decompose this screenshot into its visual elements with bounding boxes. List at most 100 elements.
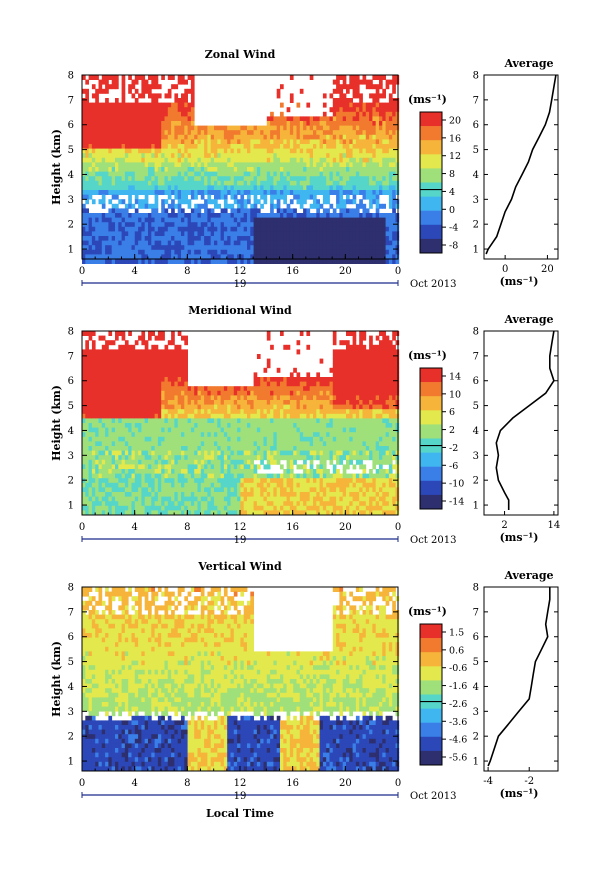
heatmap-cell (210, 482, 215, 488)
heatmap-cell (210, 153, 215, 159)
heatmap-cell (177, 259, 182, 264)
heatmap-cell (131, 144, 136, 149)
heatmap-cell (157, 478, 162, 484)
heatmap-cell (184, 427, 188, 433)
heatmap-cell (210, 505, 215, 511)
heatmap-cell (144, 469, 149, 474)
heatmap-cell (118, 107, 122, 113)
heatmap-cell (207, 510, 212, 516)
heatmap-cell (280, 254, 284, 260)
heatmap-cell (342, 176, 347, 182)
heatmap-cell (108, 153, 113, 159)
heatmap-cell (171, 510, 175, 516)
heatmap-cell (115, 400, 119, 405)
heatmap-cell (382, 153, 386, 159)
heatmap-cell (200, 455, 205, 461)
heatmap-cell (161, 116, 165, 122)
heatmap-cell (286, 134, 291, 140)
heatmap-cell (148, 240, 152, 246)
heatmap-cell (260, 249, 264, 255)
heatmap-cell (303, 121, 307, 126)
heatmap-cell (184, 185, 188, 191)
heatmap-cell (95, 180, 99, 186)
heatmap-cell (187, 231, 192, 237)
heatmap-cell (154, 111, 159, 117)
heatmap-cell (194, 194, 198, 200)
heatmap-cell (276, 185, 281, 191)
heatmap-cell (332, 245, 337, 251)
heatmap-cell (115, 134, 119, 140)
heatmap-cell (194, 236, 198, 241)
heatmap-cell (207, 167, 212, 172)
heatmap-cell (85, 331, 89, 336)
heatmap-cell (306, 236, 311, 241)
heatmap-cell (131, 231, 136, 237)
heatmap-cell (128, 157, 132, 163)
heatmap-cell (128, 217, 132, 223)
heatmap-cell (141, 496, 146, 502)
heatmap-cell (164, 107, 169, 113)
heatmap-cell (243, 139, 248, 145)
heatmap-cell (210, 231, 215, 237)
heatmap-cell (230, 259, 235, 264)
heatmap-cell (95, 139, 99, 145)
heatmap-cell (319, 134, 324, 140)
heatmap-cell (329, 130, 334, 136)
heatmap-cell (164, 459, 169, 465)
heatmap-cell (115, 162, 119, 168)
heatmap-cell (223, 404, 228, 410)
heatmap-cell (141, 102, 146, 108)
heatmap-cell (121, 134, 126, 140)
heatmap-cell (388, 254, 393, 260)
heatmap-cell (174, 139, 179, 145)
heatmap-cell (124, 153, 129, 159)
heatmap-cell (336, 213, 340, 218)
heatmap-cell (365, 116, 370, 122)
heatmap-cell (194, 455, 198, 461)
heatmap-cell (82, 102, 86, 108)
heatmap-cell (220, 446, 225, 451)
heatmap-cell (207, 249, 212, 255)
heatmap-cell (88, 231, 93, 237)
heatmap-cell (124, 167, 129, 172)
heatmap-cell (101, 75, 106, 80)
heatmap-cell (296, 171, 301, 177)
heatmap-cell (266, 249, 271, 255)
heatmap-cell (190, 409, 195, 415)
heatmap-cell (177, 98, 182, 103)
heatmap-cell (134, 432, 139, 438)
heatmap-cell (207, 409, 212, 415)
heatmap-cell (174, 222, 179, 228)
heatmap-cell (204, 148, 208, 154)
heatmap-cell (88, 153, 93, 159)
heatmap-cell (171, 121, 175, 126)
heatmap-cell (181, 148, 185, 154)
heatmap-cell (194, 400, 198, 405)
heatmap-cell (379, 75, 383, 80)
heatmap-cell (283, 213, 287, 218)
heatmap-cell (352, 148, 357, 154)
heatmap-cell (167, 222, 172, 228)
y-tick-label: 6 (68, 120, 74, 131)
heatmap-cell (151, 245, 155, 251)
heatmap-cell (157, 162, 162, 168)
heatmap-cell (385, 116, 390, 122)
heatmap-cell (369, 259, 373, 264)
heatmap-cell (379, 157, 383, 163)
heatmap-cell (230, 492, 235, 497)
heatmap-cell (85, 358, 89, 364)
heatmap-cell (164, 363, 169, 369)
heatmap-cell (141, 413, 146, 419)
heatmap-cell (115, 259, 119, 264)
heatmap-cell (214, 249, 218, 255)
heatmap-cell (148, 222, 152, 228)
heatmap-cell (382, 217, 386, 223)
heatmap-cell (121, 190, 126, 195)
heatmap-cell (161, 436, 165, 442)
heatmap-cell (105, 400, 109, 405)
heatmap-cell (365, 249, 370, 255)
heatmap-cell (220, 400, 225, 405)
heatmap-cell (326, 199, 330, 205)
heatmap-cell (187, 213, 192, 218)
heatmap-cell (332, 98, 337, 103)
